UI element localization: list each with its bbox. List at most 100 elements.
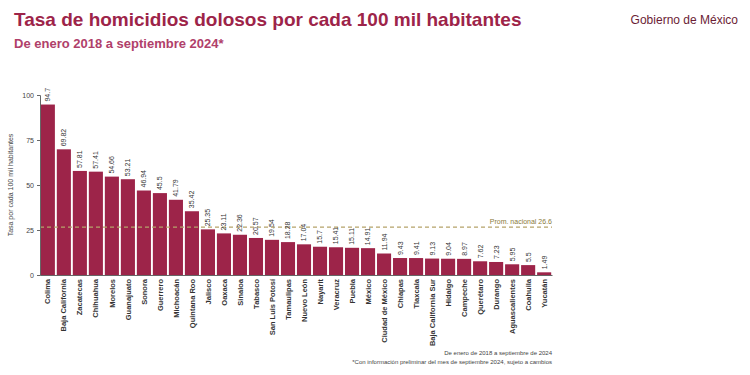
bar (393, 258, 407, 275)
x-tick-label: Chihuahua (91, 278, 100, 318)
bar (361, 248, 375, 275)
data-label: 15.41 (332, 227, 339, 245)
data-label: 7.23 (493, 245, 500, 259)
bar (473, 261, 487, 275)
y-tick-label: 75 (26, 137, 34, 144)
data-label: 94.7 (44, 88, 51, 102)
x-tick: Morelos (108, 275, 117, 308)
y-tick-mark (37, 140, 40, 141)
x-tick: Colima (43, 275, 52, 304)
x-tick: Querétaro (476, 275, 485, 315)
x-tick: Guanajuato (124, 275, 133, 320)
x-tick: Baja California Sur (428, 275, 437, 346)
x-tick: San Luis Potosí (268, 275, 277, 335)
chart-svg: Tasa de homicidios dolosos por cada 100 … (0, 0, 750, 375)
bar (489, 262, 503, 275)
x-tick: Sinaloa (236, 275, 245, 306)
data-label: 46.94 (140, 170, 147, 188)
bar (297, 244, 311, 275)
x-tick-label: Morelos (108, 279, 117, 308)
x-tick-label: México (364, 279, 373, 305)
data-label: 15.7 (316, 230, 323, 244)
data-label: 69.82 (60, 129, 67, 147)
x-tick-label: Jalisco (204, 279, 213, 305)
data-label: 41.79 (172, 179, 179, 197)
y-axis: 0 25 50 75 100 (22, 92, 40, 279)
bar (505, 264, 519, 275)
x-axis-line (41, 275, 553, 276)
bar (249, 238, 263, 275)
x-tick: Hidalgo (444, 275, 453, 307)
footnotes: De enero de 2018 a septiembre de 2024*Co… (352, 350, 552, 365)
logo-text: Gobierno de México (631, 13, 739, 27)
bar (265, 240, 279, 275)
x-tick: Chiapas (396, 275, 405, 308)
average-label: Prom. nacional 26.6 (490, 218, 552, 225)
x-tick-label: Tamaulipas (284, 279, 293, 320)
data-labels: 94.769.8257.8157.4154.6653.2146.9445.541… (44, 88, 547, 270)
bar (329, 247, 343, 275)
y-tick: 25 (26, 227, 40, 234)
x-tick: México (364, 275, 373, 304)
data-label: 15.11 (348, 228, 355, 245)
data-label: 18.28 (284, 221, 291, 239)
bar (537, 272, 551, 275)
y-tick: 100 (22, 92, 40, 99)
x-tick-label: Coahuila (524, 278, 533, 310)
y-tick: 75 (26, 137, 40, 144)
x-tick-label: Sonora (140, 278, 149, 305)
x-tick: Jalisco (204, 275, 213, 304)
x-tick: Baja California (59, 275, 68, 332)
bars (40, 105, 552, 275)
bar (345, 248, 359, 275)
y-tick-mark (37, 230, 40, 231)
x-tick: Sonora (140, 275, 149, 305)
x-tick-label: Puebla (348, 278, 357, 303)
data-label: 5.5 (525, 252, 532, 262)
x-tick-label: Guerrero (156, 279, 165, 312)
x-tick: Coahuila (524, 275, 533, 311)
data-label: 8.97 (461, 242, 468, 256)
x-tick: Oaxaca (220, 275, 229, 306)
average-line (40, 227, 552, 228)
x-tick-label: Zacatecas (75, 279, 84, 315)
bar (185, 211, 199, 275)
bar (425, 259, 439, 275)
bar (441, 259, 455, 275)
y-tick-mark (37, 275, 40, 276)
data-label: 57.41 (92, 151, 99, 169)
x-tick-label: Guanajuato (124, 279, 133, 321)
data-label: 7.62 (477, 245, 484, 259)
bar (233, 235, 247, 275)
bar (217, 233, 231, 275)
data-label: 54.66 (108, 156, 115, 174)
data-label: 9.13 (429, 242, 436, 256)
y-tick-label: 50 (26, 182, 34, 189)
data-label: 22.36 (236, 214, 243, 232)
bar (89, 172, 103, 275)
x-tick-label: Colima (43, 278, 52, 304)
bar (41, 105, 55, 275)
data-label: 20.57 (252, 217, 259, 235)
data-label: 23.11 (220, 213, 227, 230)
data-label: 57.81 (76, 150, 83, 168)
x-tick: Aguascalientes (508, 275, 517, 334)
x-tick: Chihuahua (91, 275, 100, 318)
x-tick: Tamaulipas (284, 275, 293, 320)
x-tick-label: Oaxaca (220, 278, 229, 306)
x-tick: Quintana Roo (188, 275, 197, 328)
x-tick-label: Sinaloa (236, 278, 245, 306)
x-axis: Colima Baja California Zacatecas Chihuahua M… (41, 275, 553, 346)
data-label: 5.95 (509, 248, 516, 262)
x-tick-label: Campeche (460, 279, 469, 317)
bar (521, 265, 535, 275)
x-tick: Guerrero (156, 275, 165, 311)
data-label: 53.21 (124, 159, 131, 177)
x-tick-label: Querétaro (476, 279, 485, 315)
y-tick-mark (37, 95, 40, 96)
footnote: De enero de 2018 a septiembre de 2024 (444, 350, 552, 356)
y-tick: 0 (30, 272, 40, 279)
x-tick: Tabasco (252, 275, 261, 309)
y-axis-line (37, 96, 41, 276)
x-tick-label: Tlaxcala (412, 278, 421, 308)
